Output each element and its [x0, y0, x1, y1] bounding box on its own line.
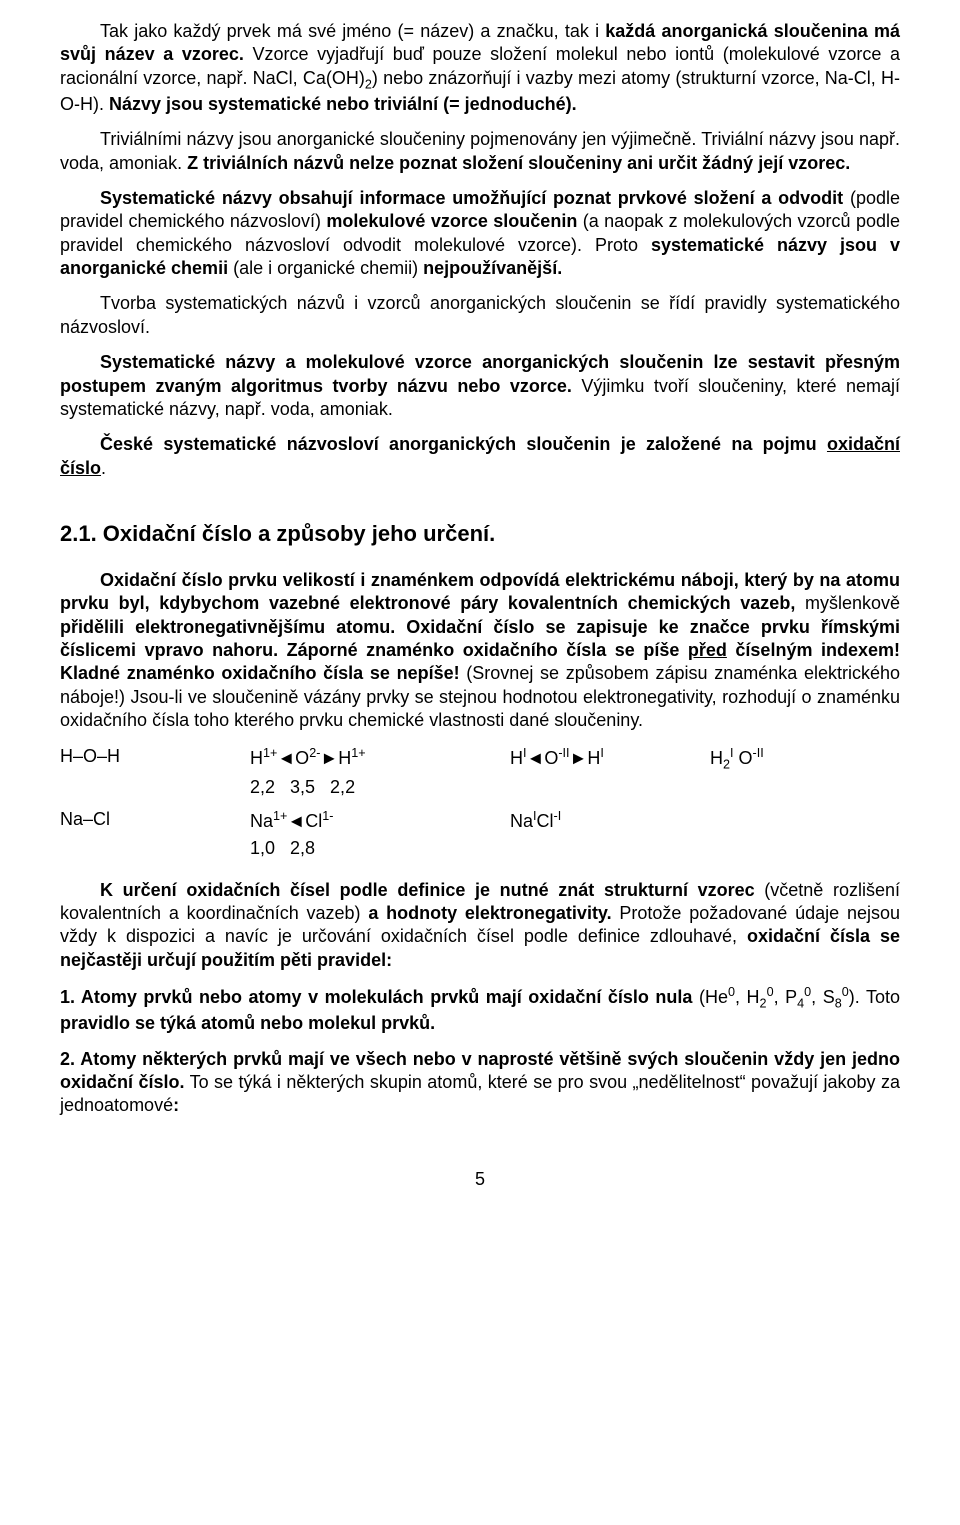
rule-2: 2. Atomy některých prvků mají ve všech n… — [60, 1048, 900, 1118]
formula-col-4: H2I O-II — [710, 745, 900, 773]
paragraph-2: Triviálními názvy jsou anorganické slouč… — [60, 128, 900, 175]
paragraph-1: Tak jako každý prvek má své jméno (= náz… — [60, 20, 900, 116]
formula-col-1: H–O–H — [60, 745, 250, 768]
formula-col-2: Na1+◄Cl1- — [250, 808, 510, 833]
electronegativity-row-1: 2,2 3,5 2,2 — [60, 776, 900, 799]
page-number: 5 — [60, 1168, 900, 1191]
formula-col-2: H1+◄O2-►H1+ — [250, 745, 510, 770]
formula-col-3: NaICl-I — [510, 808, 710, 833]
paragraph-8: K určení oxidačních čísel podle definice… — [60, 879, 900, 973]
paragraph-5: Systematické názvy a molekulové vzorce a… — [60, 351, 900, 421]
paragraph-6: České systematické názvosloví anorganick… — [60, 433, 900, 480]
rule-1: 1. Atomy prvků nebo atomy v molekulách p… — [60, 984, 900, 1035]
formula-col-1: Na–Cl — [60, 808, 250, 831]
electronegativity-row-2: 1,0 2,8 — [60, 837, 900, 860]
paragraph-7: Oxidační číslo prvku velikostí i znaménk… — [60, 569, 900, 733]
paragraph-4: Tvorba systematických názvů i vzorců ano… — [60, 292, 900, 339]
paragraph-3: Systematické názvy obsahují informace um… — [60, 187, 900, 281]
formula-row-1: H–O–H H1+◄O2-►H1+ HI◄O-II►HI H2I O-II — [60, 745, 900, 773]
formula-block: H–O–H H1+◄O2-►H1+ HI◄O-II►HI H2I O-II 2,… — [60, 745, 900, 861]
section-heading: 2.1. Oxidační číslo a způsoby jeho určen… — [60, 520, 900, 549]
formula-col-3: HI◄O-II►HI — [510, 745, 710, 770]
formula-row-2: Na–Cl Na1+◄Cl1- NaICl-I — [60, 808, 900, 833]
